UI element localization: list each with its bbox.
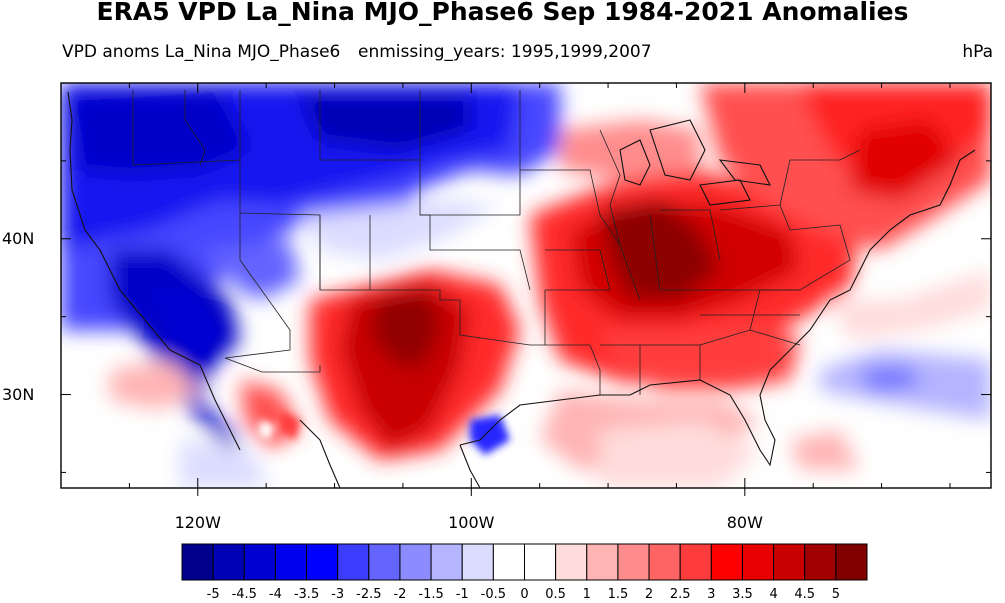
- colorbar-box: [212, 543, 245, 581]
- colorbar-label: -1: [455, 587, 469, 602]
- colorbar-label: 0: [520, 587, 529, 602]
- lat-tick-label: 30N: [2, 384, 35, 404]
- lon-tick-label: 80W: [726, 513, 763, 532]
- colorbar-box: [461, 543, 494, 581]
- colorbar-box: [835, 543, 868, 581]
- colorbar-box: [524, 543, 557, 581]
- colorbar-label: 3: [707, 587, 716, 602]
- colorbar-box: [274, 543, 308, 581]
- colorbar-box: [741, 543, 775, 581]
- colorbar-box: [617, 543, 650, 581]
- lat-tick-label: 40N: [2, 228, 35, 248]
- colorbar-box: [773, 543, 806, 581]
- state-boundaries: [132, 90, 861, 395]
- colorbar-box: [337, 543, 370, 581]
- colorbar-box: [243, 543, 276, 581]
- colorbar-box: [399, 543, 432, 581]
- colorbar-box: [710, 543, 743, 581]
- colorbar-box: [804, 543, 837, 581]
- lon-tick-label: 100W: [448, 513, 495, 532]
- colorbar-label: -5: [206, 587, 220, 602]
- colorbar-box: [586, 543, 619, 581]
- colorbar-label: -4: [268, 587, 282, 602]
- colorbar-box: [492, 543, 526, 581]
- colorbar-label: 2.5: [669, 587, 691, 602]
- colorbar-box: [368, 543, 401, 581]
- colorbar-label: 1.5: [607, 587, 629, 602]
- colorbar-label: 1: [582, 587, 591, 602]
- colorbar-label: -0.5: [480, 587, 507, 602]
- colorbar-label: -2: [393, 587, 407, 602]
- colorbar-box: [648, 543, 681, 581]
- colorbar-box: [306, 543, 339, 581]
- center-subtitle: enmissing_years: 1995,1999,2007: [358, 42, 652, 62]
- colorbar-label: -1.5: [418, 587, 444, 602]
- colorbar-label: 4.5: [794, 587, 816, 602]
- coastlines: [67, 91, 976, 488]
- anomaly-field: [61, 83, 991, 488]
- colorbar-label: -3: [331, 587, 345, 602]
- colorbar-box: [430, 543, 463, 581]
- colorbar-label: -4.5: [231, 587, 257, 602]
- colorbar-label: -3.5: [293, 587, 320, 602]
- colorbar-box: [555, 543, 588, 581]
- units-label: hPa: [962, 42, 993, 62]
- colorbar-label: 0.5: [545, 587, 566, 602]
- left-subtitle: VPD anoms La_Nina MJO_Phase6: [62, 42, 341, 62]
- colorbar-box: [181, 543, 214, 581]
- colorbar-label: 3.5: [732, 587, 753, 602]
- plot-title: ERA5 VPD La_Nina MJO_Phase6 Sep 1984-202…: [96, 0, 909, 26]
- lon-tick-label: 120W: [174, 513, 221, 532]
- colorbar-box: [679, 543, 712, 581]
- colorbar-label: 4: [769, 587, 778, 602]
- colorbar-label: -2.5: [356, 587, 382, 602]
- colorbar-label: 5: [831, 587, 840, 602]
- colorbar-label: 2: [644, 587, 654, 602]
